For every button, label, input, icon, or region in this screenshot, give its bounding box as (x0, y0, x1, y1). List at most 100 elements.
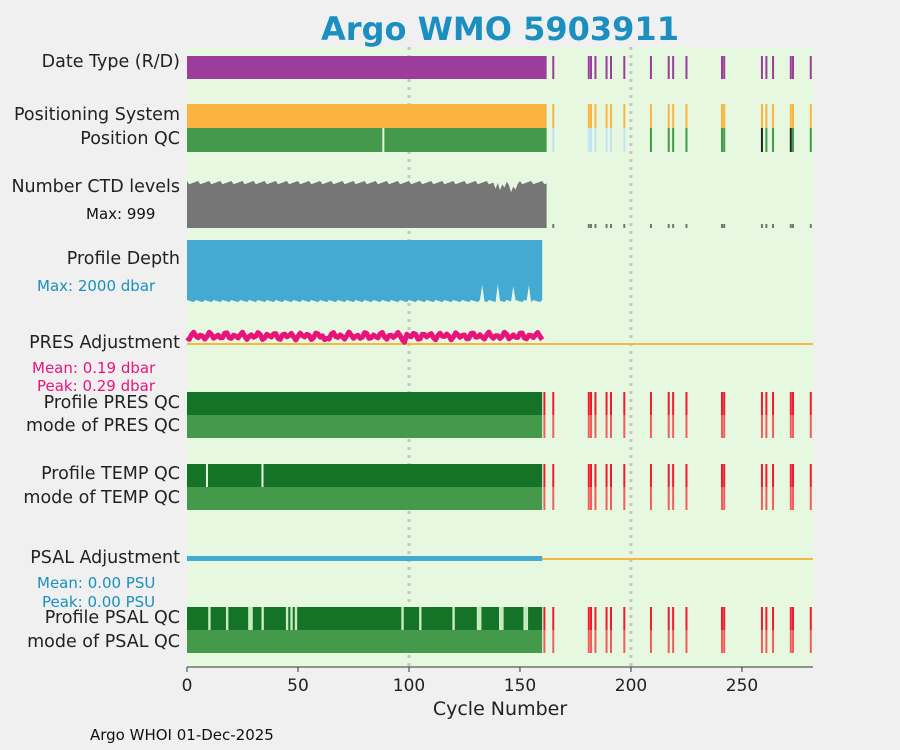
pres-qc-mode-bad-tick (605, 415, 608, 438)
pres-qc-profile-bad-tick (543, 392, 546, 415)
temp-qc-profile-bad-tick (609, 464, 612, 487)
pres-qc-mode-bad-tick (609, 415, 612, 438)
position-qc-bar-tick (623, 128, 626, 152)
ctd-levels-tick (685, 224, 688, 228)
pres-qc-profile-bad-tick (772, 392, 775, 415)
row-label-mode-pres-qc: mode of PRES QC (25, 416, 180, 436)
data-type-bar-tick (552, 56, 555, 79)
pres-qc-mode-bad-tick (543, 415, 546, 438)
psal-qc-mode-bad-tick (543, 630, 546, 653)
x-tick-label: 200 (614, 676, 648, 696)
position-qc-bar-tick (760, 128, 763, 152)
pres-qc-mode-bad-tick (667, 415, 670, 438)
data-type-bar-tick (667, 56, 670, 79)
position-qc-bar-tick (723, 128, 726, 152)
row-label-psal-adjustment: PSAL Adjustment (30, 548, 180, 568)
psal-qc-mode-block (187, 630, 543, 653)
row-label-mode-temp-qc: mode of TEMP QC (23, 488, 180, 508)
row-label-ctd-levels: Number CTD levels (11, 177, 180, 197)
data-type-bar-tick (587, 56, 590, 79)
positioning-system-bar-tick (792, 104, 795, 128)
pres-qc-mode-bad-tick (809, 415, 812, 438)
pres-qc-mode-bad-tick (772, 415, 775, 438)
psal-qc-profile-bad-tick (543, 607, 546, 630)
positioning-system-bar-tick (772, 104, 775, 128)
position-qc-bar-tick (667, 128, 670, 152)
x-tick-label: 100 (392, 676, 426, 696)
position-qc-bar-tick (672, 128, 675, 152)
temp-qc-mode-block (187, 487, 543, 510)
temp-qc-profile-bad-tick (552, 464, 555, 487)
temp-qc-mode-bad-tick (789, 487, 792, 510)
temp-qc-mode-bad-tick (667, 487, 670, 510)
row-label-profile-pres-qc: Profile PRES QC (43, 393, 180, 413)
ctd-levels-tick (623, 224, 626, 228)
temp-qc-profile-bad-tick (594, 464, 597, 487)
chart-title: Argo WMO 5903911 (321, 10, 679, 48)
temp-qc-mode-bad-tick (772, 487, 775, 510)
pres-qc-mode-block (187, 415, 543, 438)
position-qc-bar-tick (552, 128, 555, 152)
temp-qc-mode-bad-tick (594, 487, 597, 510)
psal-qc-mode-bad-tick (789, 630, 792, 653)
data-type-bar-tick (594, 56, 597, 79)
ctd-levels-tick (605, 224, 608, 228)
psal-qc-profile-bad-tick (685, 607, 688, 630)
psal-qc-mode-bad-tick (685, 630, 688, 653)
pres-qc-profile-bad-tick (792, 392, 795, 415)
positioning-system-bar-tick (605, 104, 608, 128)
positioning-system-bar-tick (765, 104, 768, 128)
psal-qc-mode-bad-tick (552, 630, 555, 653)
position-qc-bar-tick (605, 128, 608, 152)
pres-peak-text: Peak: 0.29 dbar (37, 377, 156, 395)
positioning-system-bar-tick (649, 104, 652, 128)
psal-qc-light-tick (261, 607, 264, 630)
psal-qc-mode-bad-tick (649, 630, 652, 653)
psal-qc-mode-bad-tick (667, 630, 670, 653)
position-qc-bar-tick (590, 128, 593, 152)
data-type-bar-tick (760, 56, 763, 79)
ctd-levels-tick (667, 224, 670, 228)
ctd-levels-area (187, 181, 547, 228)
row-label-position-qc: Position QC (80, 129, 180, 149)
position-qc-bar-tick (765, 128, 768, 152)
pres-qc-mode-bad-tick (552, 415, 555, 438)
psal-qc-mode-bad-tick (623, 630, 626, 653)
positioning-system-bar-tick (723, 104, 726, 128)
temp-qc-profile-bad-tick (685, 464, 688, 487)
data-type-bar-tick (623, 56, 626, 79)
x-tick-label: 250 (725, 676, 759, 696)
psal-qc-light-tick (290, 607, 293, 630)
positioning-system-bar-tick (587, 104, 590, 128)
positioning-system-bar-block (187, 104, 547, 128)
psal-qc-light-tick (248, 607, 251, 630)
temp-qc-profile-bad-tick (623, 464, 626, 487)
row-label-data-type: Date Type (R/D) (41, 52, 180, 72)
row-label-profile-psal-qc: Profile PSAL QC (44, 608, 180, 628)
pres-qc-profile-bad-tick (649, 392, 652, 415)
row-label-pres-adjustment: PRES Adjustment (29, 333, 180, 353)
ctd-levels-tick (587, 224, 590, 228)
ctd-levels-tick (765, 224, 768, 228)
psal-qc-light-tick (208, 607, 211, 630)
pres-qc-mode-bad-tick (672, 415, 675, 438)
temp-qc-profile-bad-tick (792, 464, 795, 487)
positioning-system-bar-tick (609, 104, 612, 128)
row-label-mode-psal-qc: mode of PSAL QC (27, 632, 180, 652)
psal-qc-profile-bad-tick (760, 607, 763, 630)
positioning-system-bar-tick (685, 104, 688, 128)
temp-qc-profile-bad-tick (789, 464, 792, 487)
ctd-levels-tick (789, 224, 792, 228)
temp-qc-profile-bad-tick (649, 464, 652, 487)
positioning-system-bar-tick (623, 104, 626, 128)
pres-qc-profile-bad-tick (609, 392, 612, 415)
temp-qc-profile-block (187, 464, 543, 487)
psal-qc-mode-bad-tick (772, 630, 775, 653)
ctd-levels-tick (792, 224, 795, 228)
psal-qc-mode-bad-tick (590, 630, 593, 653)
temp-qc-mode-bad-tick (605, 487, 608, 510)
temp-qc-profile-bad-tick (760, 464, 763, 487)
pres-qc-profile-bad-tick (667, 392, 670, 415)
x-axis-label: Cycle Number (432, 698, 568, 720)
temp-qc-profile-bad-tick (765, 464, 768, 487)
